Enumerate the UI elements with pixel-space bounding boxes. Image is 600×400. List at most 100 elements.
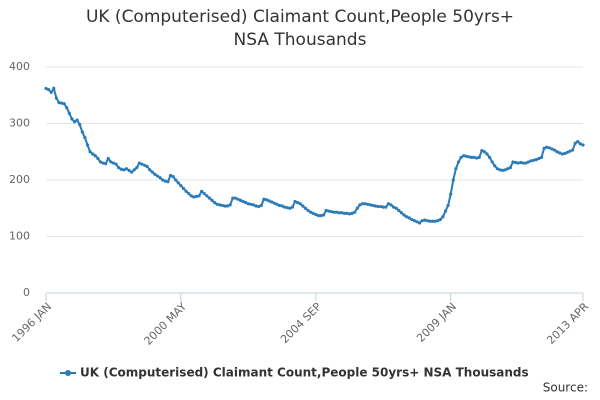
- point: [155, 174, 160, 178]
- point: [78, 123, 82, 127]
- point: [117, 165, 121, 170]
- point: [539, 155, 544, 159]
- point: [371, 203, 375, 208]
- point: [350, 211, 354, 215]
- point: [472, 155, 476, 159]
- point: [423, 218, 427, 222]
- point: [532, 158, 536, 162]
- point: [109, 160, 113, 164]
- point: [366, 202, 370, 206]
- point: [257, 204, 261, 209]
- y-tick-label: 400: [9, 60, 30, 73]
- point: [410, 217, 414, 222]
- point: [264, 198, 269, 202]
- point: [179, 184, 183, 188]
- point: [166, 180, 170, 184]
- point: [573, 141, 577, 145]
- point: [490, 160, 494, 164]
- point: [498, 168, 502, 172]
- point: [288, 206, 292, 210]
- point: [80, 130, 84, 134]
- point: [202, 191, 206, 196]
- point: [399, 211, 404, 215]
- point: [467, 155, 471, 159]
- point: [314, 212, 318, 217]
- point: [303, 206, 308, 210]
- point: [485, 152, 489, 156]
- point: [176, 181, 180, 185]
- point: [402, 213, 406, 217]
- point: [218, 203, 222, 207]
- point: [130, 170, 134, 174]
- point: [220, 203, 225, 208]
- point: [506, 167, 510, 171]
- point: [88, 150, 92, 154]
- point: [477, 155, 481, 159]
- point: [503, 168, 507, 172]
- point: [153, 172, 157, 176]
- point: [135, 165, 139, 170]
- point: [174, 178, 178, 182]
- point: [433, 219, 437, 223]
- point: [290, 205, 295, 209]
- point: [210, 198, 214, 202]
- point: [550, 147, 554, 151]
- point: [529, 159, 533, 163]
- point: [524, 161, 528, 165]
- point: [389, 203, 393, 207]
- point: [194, 194, 199, 198]
- point: [49, 90, 53, 95]
- point: [488, 155, 492, 159]
- point: [244, 201, 248, 205]
- point: [438, 217, 442, 222]
- point: [233, 196, 237, 200]
- point: [67, 111, 71, 115]
- point: [189, 194, 193, 198]
- x-tick-label: 2009 JAN: [414, 300, 459, 345]
- point: [462, 154, 466, 158]
- point: [238, 198, 243, 202]
- point: [85, 143, 90, 147]
- point: [111, 161, 116, 165]
- point: [215, 202, 219, 206]
- point: [223, 204, 227, 208]
- point: [407, 216, 411, 220]
- point: [197, 194, 201, 198]
- point: [298, 202, 302, 206]
- point: [101, 161, 105, 165]
- point: [420, 219, 424, 223]
- point: [576, 139, 580, 144]
- point: [52, 86, 56, 91]
- x-tick-label: 1996 JAN: [9, 300, 54, 345]
- point: [309, 210, 313, 214]
- point: [171, 175, 175, 179]
- point: [404, 215, 409, 219]
- point: [545, 145, 549, 149]
- point: [451, 178, 455, 182]
- point: [500, 168, 505, 172]
- point: [568, 149, 572, 153]
- point: [132, 168, 136, 172]
- point: [213, 201, 217, 205]
- point: [469, 155, 474, 159]
- point: [493, 164, 497, 168]
- point: [368, 203, 372, 207]
- point: [148, 168, 152, 172]
- point: [511, 160, 515, 164]
- point: [311, 211, 315, 215]
- point: [342, 211, 346, 215]
- point: [386, 202, 391, 206]
- point: [59, 101, 64, 105]
- x-tick-label: 2000 MAY: [141, 300, 189, 348]
- point: [54, 96, 58, 100]
- point: [83, 136, 87, 140]
- point: [355, 206, 359, 210]
- point: [280, 204, 284, 208]
- point: [231, 196, 235, 200]
- point: [337, 211, 341, 215]
- point: [360, 202, 365, 206]
- point: [552, 148, 557, 152]
- point: [456, 160, 461, 164]
- point: [184, 189, 188, 193]
